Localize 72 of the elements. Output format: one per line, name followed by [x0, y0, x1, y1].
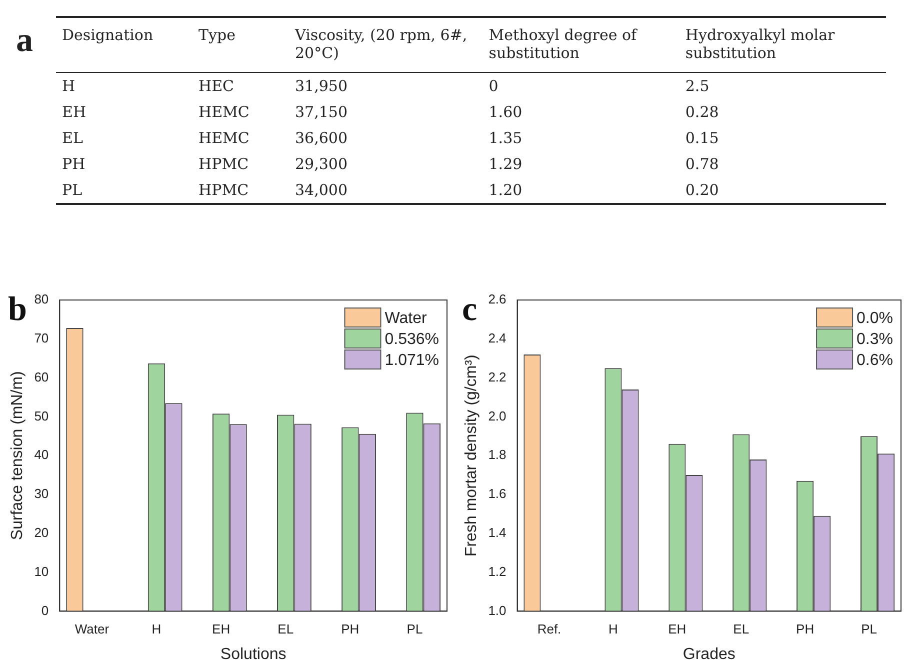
y-tick-label: 1.8: [488, 447, 506, 462]
x-tick-label: H: [608, 622, 618, 637]
y-tick-label: 1.2: [488, 564, 506, 579]
text: HPMC: [192, 177, 290, 204]
text: 2.5: [684, 76, 710, 97]
text: 1.20: [482, 177, 680, 204]
y-tick-label: 1.4: [488, 524, 506, 540]
text: a: [16, 22, 33, 60]
legend-label: 0.0%: [856, 310, 893, 327]
category-label: Hydroxyalkyl molar substitution: [679, 17, 886, 72]
text: HPMC: [198, 154, 250, 175]
text: H: [61, 76, 76, 97]
x-tick-label: PL: [861, 622, 877, 637]
text: 31,950: [294, 76, 349, 97]
legend-label: 1.071%: [384, 352, 439, 369]
category-label: Type: [192, 17, 290, 72]
text: EH: [61, 102, 88, 123]
text: 37,150: [294, 102, 349, 123]
text: EL: [61, 128, 84, 149]
y-tick-label: 60: [34, 369, 49, 384]
text: HEC: [198, 76, 236, 97]
legend-label: 0.536%: [384, 330, 439, 348]
text: 0.78: [684, 154, 720, 175]
y-tick-label: 2.6: [488, 292, 506, 307]
text: HEMC: [198, 128, 250, 149]
x-tick-label: PH: [341, 622, 360, 637]
text: 1.29: [488, 154, 524, 175]
y-tick-label: 2.0: [488, 408, 506, 424]
legend-label: 0.3%: [856, 330, 893, 348]
y-tick-label: 10: [34, 564, 49, 579]
text: 0.15: [684, 128, 720, 149]
text: 34,000: [289, 177, 483, 204]
text: 0.28: [684, 102, 720, 123]
legend-label: Water: [384, 310, 428, 327]
text: 29,300: [294, 154, 349, 175]
y-axis-title: Surface tension (mN/m): [9, 371, 26, 540]
y-tick-label: 70: [34, 330, 49, 346]
x-tick-label: EH: [668, 622, 686, 637]
text: 36,600: [294, 128, 349, 149]
y-tick-label: 30: [34, 486, 49, 502]
text: HEMC: [198, 102, 250, 123]
text: 1.60: [488, 102, 524, 123]
chart-title: c: [462, 290, 478, 328]
category-label: Methoxyl degree of substitution: [482, 17, 680, 72]
x-tick-label: EH: [212, 622, 230, 637]
x-tick-label: H: [152, 622, 162, 637]
x-tick-label: Water: [74, 622, 110, 637]
text: PH: [61, 154, 86, 175]
legend-label: 0.6%: [856, 352, 893, 369]
x-axis-title: Grades: [682, 646, 736, 663]
y-tick-label: 50: [34, 408, 49, 424]
text: 0.20: [679, 177, 886, 204]
y-tick-label: 80: [34, 292, 49, 307]
y-tick-label: 40: [34, 447, 49, 462]
x-tick-label: Ref.: [537, 622, 562, 637]
x-tick-label: EL: [733, 622, 750, 637]
y-tick-label: 0: [41, 602, 49, 618]
text: 1.35: [488, 128, 524, 149]
y-tick-label: 2.4: [488, 330, 506, 346]
y-tick-label: 2.2: [488, 369, 506, 384]
y-tick-label: 20: [34, 524, 49, 540]
x-tick-label: EL: [278, 622, 294, 637]
x-tick-label: PL: [406, 622, 423, 637]
x-tick-label: PH: [796, 622, 814, 637]
y-tick-label: 1.6: [488, 486, 506, 502]
chart-title: b: [8, 290, 27, 328]
category-label: Viscosity, (20 rpm, 6#, 20°C): [289, 17, 483, 72]
x-axis-title: Solutions: [220, 646, 286, 663]
text: PL: [56, 177, 193, 204]
y-axis-title: Fresh mortar density (g/cm³): [463, 354, 480, 557]
y-tick-label: 1.0: [488, 602, 506, 618]
category-label: Designation: [56, 17, 193, 72]
